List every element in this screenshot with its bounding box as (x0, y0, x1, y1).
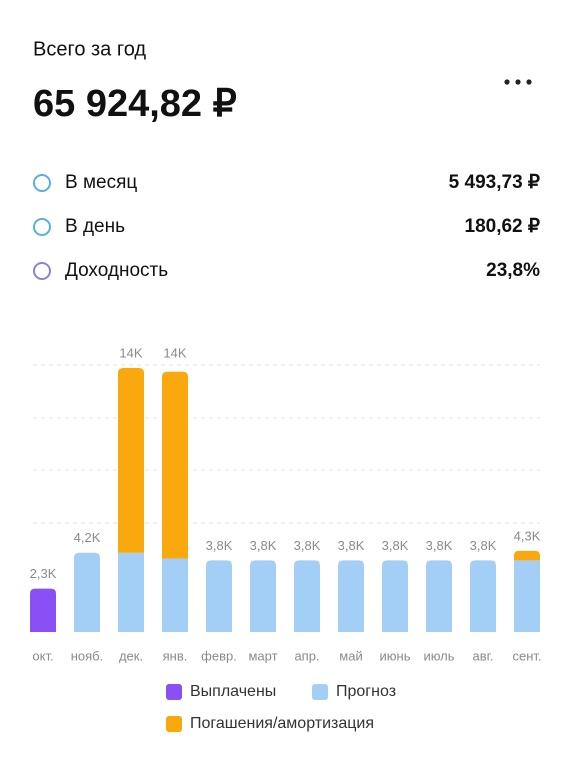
x-tick-label: апр. (294, 648, 319, 663)
x-tick-label: янв. (163, 648, 188, 663)
stat-label: В месяц (65, 172, 137, 193)
stat-value: 180,62 ₽ (465, 216, 540, 237)
grid (33, 364, 540, 524)
bar-total-label: 3,8K (382, 538, 409, 553)
bar-total-label: 14K (163, 345, 186, 360)
bar-total-label: 4,2K (74, 530, 101, 545)
legend-label: Выплачены (190, 683, 276, 700)
x-tick-label: нояб. (71, 648, 104, 663)
bar-segment (294, 560, 320, 632)
stat-label: Доходность (65, 260, 168, 281)
dot (504, 79, 510, 85)
x-tick-label: окт. (32, 648, 53, 663)
chart: 2,3K окт. 4,2K нояб. 14K дек. 14K янв. 3,8K февр.… (30, 345, 542, 732)
dot (526, 79, 532, 85)
stat-value: 23,8% (486, 260, 540, 281)
stat-icon (33, 262, 51, 280)
bar-total-label: 3,8K (338, 538, 365, 553)
x-tick-label: май (339, 648, 362, 663)
stat-value: 5 493,73 ₽ (449, 172, 540, 193)
bar-segment (338, 560, 364, 632)
bar-segment (514, 550, 540, 561)
bar-segment (514, 560, 540, 632)
x-tick-label: март (248, 648, 277, 663)
legend-label: Погашения/амортизация (190, 715, 374, 732)
x-tick-label: февр. (201, 648, 237, 663)
bar-total-label: 2,3K (30, 566, 57, 581)
bar-segment (118, 368, 144, 553)
total: 65 924,82 ₽ (33, 83, 237, 125)
dot (515, 79, 521, 85)
bar-segment (162, 558, 188, 632)
bar-total-label: 3,8K (470, 538, 497, 553)
bar-segment (74, 552, 100, 632)
bar-total-label: 3,8K (250, 538, 277, 553)
bar-segment (162, 371, 188, 559)
bar-total-label: 4,3K (514, 528, 541, 543)
bar-segment (382, 560, 408, 632)
bar-segment (30, 588, 56, 632)
stats: В месяц 5 493,73 ₽ В день 180,62 ₽ Доходност… (33, 172, 540, 281)
x-tick-label: авг. (473, 648, 494, 663)
more-button[interactable] (504, 79, 532, 85)
x-tick-label: дек. (119, 648, 143, 663)
bar-total-label: 3,8K (206, 538, 233, 553)
legend-swatch (166, 684, 182, 700)
bar-total-label: 3,8K (426, 538, 453, 553)
x-tick-label: июнь (380, 648, 411, 663)
legend-swatch (166, 716, 182, 732)
stat-label: В день (65, 216, 125, 237)
title: Всего за год (33, 38, 146, 60)
bar-segment (250, 560, 276, 632)
bar-total-label: 14K (119, 345, 142, 360)
stat-icon (33, 218, 51, 236)
bar-segment (470, 560, 496, 632)
legend-label: Прогноз (336, 683, 396, 700)
bar-segment (426, 560, 452, 632)
legend-swatch (312, 684, 328, 700)
bar-total-label: 3,8K (294, 538, 321, 553)
stat-icon (33, 174, 51, 192)
x-tick-label: июль (423, 648, 454, 663)
bar-segment (206, 560, 232, 632)
bar-segment (118, 552, 144, 632)
x-tick-label: сент. (512, 648, 541, 663)
